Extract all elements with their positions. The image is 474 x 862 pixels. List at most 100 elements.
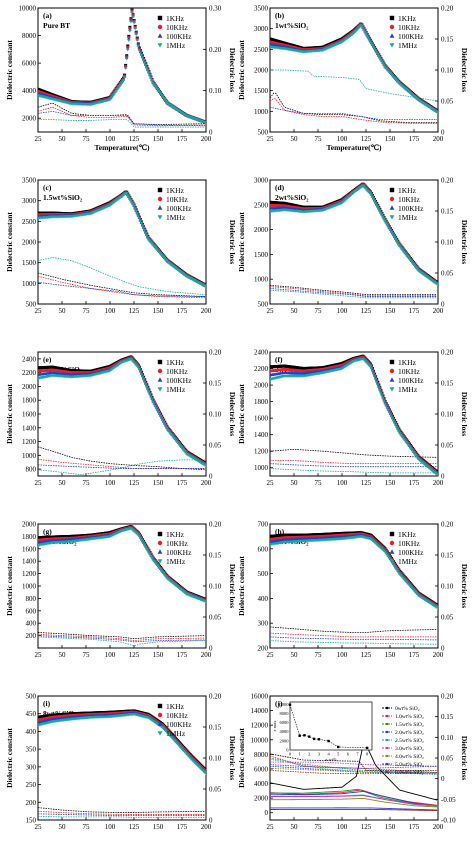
x-tick-label: 125 <box>361 135 372 143</box>
legend-marker <box>389 24 395 30</box>
y-tick-label: 400 <box>258 595 269 603</box>
data-point <box>435 282 438 286</box>
loss-line-10KHz <box>38 458 206 469</box>
data-point <box>133 27 137 31</box>
legend-marker <box>157 187 163 193</box>
y-tick-label: 600 <box>258 545 269 553</box>
x-tick-label: 25 <box>35 307 43 315</box>
y-axis-title: Dielectric constant <box>5 384 14 444</box>
x-tick-label: 50 <box>59 307 67 315</box>
x-tick-label: 25 <box>267 307 275 315</box>
data-point <box>150 556 154 560</box>
series-1MHz <box>38 357 206 468</box>
data-point <box>136 44 140 48</box>
data-point <box>383 402 387 406</box>
loss-line-100KHz <box>270 463 438 468</box>
y2-tick-label: 0.20 <box>441 5 454 13</box>
y-tick-label: 1800 <box>22 533 37 541</box>
data-point <box>151 400 155 404</box>
data-point <box>396 428 400 432</box>
data-point <box>394 237 398 241</box>
y-tick-label: 1400 <box>254 431 269 439</box>
data-point <box>387 227 391 231</box>
x-axis-title: Temperature(℃) <box>326 143 382 152</box>
y-tick-label: 1400 <box>22 424 37 432</box>
y-tick-label: 2200 <box>254 365 269 373</box>
data-point <box>123 66 128 70</box>
y2-axis-title: Dielectric loss <box>460 48 469 92</box>
data-point <box>378 56 382 60</box>
data-point <box>373 201 378 205</box>
data-point <box>379 391 383 395</box>
data-point <box>147 390 151 394</box>
legend-label: 10KHz <box>398 367 420 376</box>
loss-line-100KHz <box>38 281 206 297</box>
data-point <box>156 411 161 415</box>
legend-marker <box>157 43 163 48</box>
y-tick-label: 1000 <box>22 280 37 288</box>
legend-label: 1KHz <box>166 186 185 195</box>
data-point <box>127 195 131 199</box>
panel-label: (h) <box>275 527 285 536</box>
x-tick-label: 175 <box>409 135 420 143</box>
y-tick-label: 1800 <box>254 398 269 406</box>
data-point <box>366 36 370 40</box>
y-tick-label: 2000 <box>22 115 37 123</box>
legend-marker <box>389 215 395 220</box>
y-tick-label: 2400 <box>254 349 269 357</box>
y-tick-label: 2500 <box>254 46 269 54</box>
data-point <box>138 51 143 55</box>
data-point <box>141 226 146 230</box>
y-tick-label: 500 <box>26 301 37 309</box>
series-1MHz <box>270 184 438 287</box>
series-1MHz <box>38 11 206 125</box>
x-tick-label: 100 <box>337 307 348 315</box>
y2-tick-label: 0.10 <box>441 239 454 247</box>
y-tick-label: 8000 <box>22 32 37 40</box>
x-tick-label: 175 <box>409 651 420 659</box>
x-tick-label: 50 <box>291 307 299 315</box>
y2-tick-label: 0.30 <box>209 5 222 13</box>
x-tick-label: 100 <box>337 479 348 487</box>
y2-tick-label: 0.15 <box>441 36 454 44</box>
data-point <box>147 551 151 555</box>
y-axis-title: Dielectric constant <box>5 556 14 616</box>
loss-line-1MHz <box>270 468 438 474</box>
legend-marker <box>157 359 163 365</box>
data-point <box>132 205 136 209</box>
y2-tick-label: 0.10 <box>441 67 454 75</box>
data-point <box>377 54 381 58</box>
y2-tick-label: 0.05 <box>441 614 454 622</box>
x-tick-label: 75 <box>83 135 91 143</box>
legend-label: 1MHz <box>398 213 418 222</box>
legend-label: 10KHz <box>166 23 188 32</box>
data-point <box>158 415 163 419</box>
data-point <box>138 536 143 540</box>
data-point <box>368 40 372 44</box>
y2-tick-label: 0 <box>441 301 445 309</box>
loss-line-100KHz <box>270 288 438 297</box>
y2-tick-label: 0.20 <box>441 177 454 185</box>
x-tick-label: 100 <box>337 135 348 143</box>
y2-tick-label: 0.10 <box>441 583 454 591</box>
y-tick-label: 800 <box>26 595 37 603</box>
legend-marker <box>157 540 163 546</box>
x-tick-label: 25 <box>267 135 275 143</box>
legend-marker <box>157 15 163 21</box>
legend-marker <box>389 187 395 193</box>
y-axis-title: Dielectric constant <box>237 40 246 100</box>
data-point <box>125 57 129 61</box>
legend-label: 100KHz <box>398 204 424 213</box>
y2-tick-label: 0.20 <box>441 521 454 529</box>
data-point <box>139 222 144 226</box>
data-point <box>131 15 135 19</box>
x-tick-label: 75 <box>83 307 91 315</box>
data-point <box>137 48 142 52</box>
y-tick-label: 1200 <box>254 448 269 456</box>
data-point <box>141 542 146 546</box>
loss-line-1MHz <box>270 640 438 645</box>
y-tick-label: 1600 <box>254 415 269 423</box>
sample-label: 1wt%SiO₂ <box>275 21 309 30</box>
data-point <box>145 66 149 70</box>
x-tick-label: 175 <box>177 135 188 143</box>
